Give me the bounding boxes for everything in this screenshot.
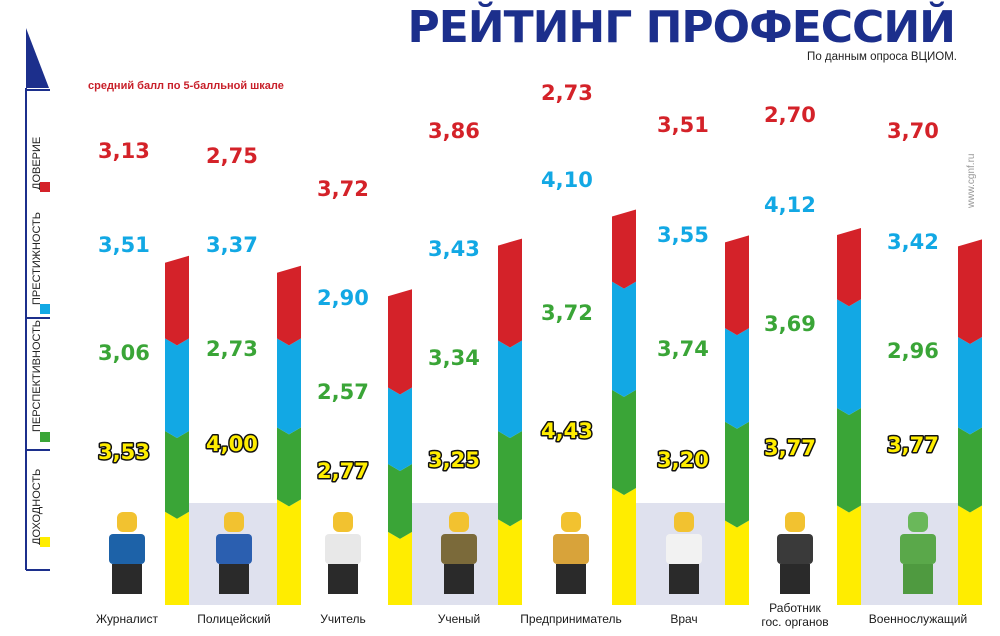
data-label-prestizhnost: 3,51 xyxy=(98,233,150,257)
data-label-dohodnost: 2,77 xyxy=(317,459,369,483)
data-label-perspektivnost: 2,73 xyxy=(206,337,258,361)
bar-segment-doverie xyxy=(958,239,982,345)
bar-segment-dohodnost xyxy=(277,499,301,605)
figure-icon xyxy=(325,512,361,594)
bar-stack xyxy=(165,255,189,605)
legend-marker-doverie xyxy=(40,182,50,192)
bar-segment-perspektivnost xyxy=(388,464,412,539)
data-label-prestizhnost: 4,12 xyxy=(764,193,816,217)
data-label-prestizhnost: 2,90 xyxy=(317,286,369,310)
bar-segment-perspektivnost xyxy=(277,427,301,507)
bar-segment-dohodnost xyxy=(388,531,412,605)
data-label-dohodnost: 3,53 xyxy=(98,440,150,464)
chart-title: РЕЙТИНГ ПРОФЕССИЙ xyxy=(407,2,956,53)
legend-marker-dohodnost xyxy=(40,537,50,547)
legend-marker-prestizhnost xyxy=(40,304,50,314)
data-label-perspektivnost: 3,74 xyxy=(657,337,709,361)
bar-segment-doverie xyxy=(498,238,522,348)
figure-icon xyxy=(900,512,936,594)
bar-stack xyxy=(498,238,522,605)
bar-segment-dohodnost xyxy=(165,511,189,605)
figure-icon xyxy=(109,512,145,594)
legend-marker-perspektivnost xyxy=(40,432,50,442)
bar-segment-perspektivnost xyxy=(165,431,189,519)
bar-segment-prestizhnost xyxy=(498,340,522,439)
data-label-doverie: 3,86 xyxy=(428,119,480,143)
category-label: Военнослужащий xyxy=(869,612,967,626)
data-label-doverie: 2,73 xyxy=(541,81,593,105)
bar-segment-perspektivnost xyxy=(612,389,636,496)
data-label-doverie: 2,75 xyxy=(206,144,258,168)
data-label-dohodnost: 4,43 xyxy=(541,419,593,443)
figure-icon xyxy=(216,512,252,594)
axis-arrow-head xyxy=(26,28,49,88)
data-label-prestizhnost: 4,10 xyxy=(541,168,593,192)
bar-segment-prestizhnost xyxy=(165,338,189,439)
data-label-dohodnost: 3,25 xyxy=(428,448,480,472)
bar-segment-perspektivnost xyxy=(837,408,861,513)
data-label-perspektivnost: 2,96 xyxy=(887,339,939,363)
data-label-prestizhnost: 3,55 xyxy=(657,223,709,247)
data-label-dohodnost: 3,77 xyxy=(887,433,939,457)
data-label-doverie: 3,13 xyxy=(98,139,150,163)
category-label: Врач xyxy=(670,612,697,626)
bar-segment-dohodnost xyxy=(958,505,982,605)
figure-icon xyxy=(441,512,477,594)
data-label-doverie: 2,70 xyxy=(764,103,816,127)
category-label: Полицейский xyxy=(197,612,271,626)
data-label-perspektivnost: 3,34 xyxy=(428,346,480,370)
bar-stack xyxy=(388,289,412,605)
figure-icon xyxy=(777,512,813,594)
bar-segment-dohodnost xyxy=(612,488,636,605)
bar-segment-prestizhnost xyxy=(837,299,861,416)
figure-icon xyxy=(553,512,589,594)
chart-subtitle: По данным опроса ВЦИОМ. xyxy=(807,51,957,63)
category-label: Ученый xyxy=(438,612,481,626)
bar-segment-doverie xyxy=(837,228,861,307)
data-label-dohodnost: 3,20 xyxy=(657,448,709,472)
bar-stack xyxy=(612,209,636,605)
bar-stack xyxy=(958,239,982,605)
data-label-prestizhnost: 3,37 xyxy=(206,233,258,257)
bar-segment-prestizhnost xyxy=(388,387,412,472)
data-label-perspektivnost: 3,06 xyxy=(98,341,150,365)
data-label-perspektivnost: 3,69 xyxy=(764,312,816,336)
bar-segment-doverie xyxy=(725,235,749,336)
data-label-dohodnost: 4,00 xyxy=(206,432,258,456)
bar-segment-doverie xyxy=(277,265,301,346)
category-label: Журналист xyxy=(96,612,158,626)
bar-segment-doverie xyxy=(612,209,636,289)
category-label: Предприниматель xyxy=(520,612,621,626)
data-label-perspektivnost: 2,57 xyxy=(317,380,369,404)
bar-segment-prestizhnost xyxy=(725,328,749,429)
data-label-doverie: 3,70 xyxy=(887,119,939,143)
bar-segment-dohodnost xyxy=(837,505,861,605)
figure-icon xyxy=(666,512,702,594)
bar-segment-prestizhnost xyxy=(612,281,636,397)
bar-segment-perspektivnost xyxy=(498,431,522,527)
data-label-perspektivnost: 3,72 xyxy=(541,301,593,325)
bar-segment-perspektivnost xyxy=(725,421,749,528)
bar-segment-dohodnost xyxy=(498,519,522,605)
data-label-prestizhnost: 3,42 xyxy=(887,230,939,254)
bar-segment-doverie xyxy=(165,255,189,346)
data-label-dohodnost: 3,77 xyxy=(764,436,816,460)
bar-segment-prestizhnost xyxy=(958,337,982,435)
bar-segment-dohodnost xyxy=(725,520,749,605)
bar-segment-doverie xyxy=(388,289,412,395)
scale-note: средний балл по 5-балльной шкале xyxy=(88,80,284,92)
bar-segment-perspektivnost xyxy=(958,427,982,513)
category-label: Работник гос. органов xyxy=(761,601,828,629)
bar-stack xyxy=(837,228,861,605)
data-label-doverie: 3,72 xyxy=(317,177,369,201)
category-label: Учитель xyxy=(320,612,365,626)
data-label-prestizhnost: 3,43 xyxy=(428,237,480,261)
bar-stack xyxy=(725,235,749,605)
bar-segment-prestizhnost xyxy=(277,338,301,435)
data-label-doverie: 3,51 xyxy=(657,113,709,137)
bar-stack xyxy=(277,265,301,605)
